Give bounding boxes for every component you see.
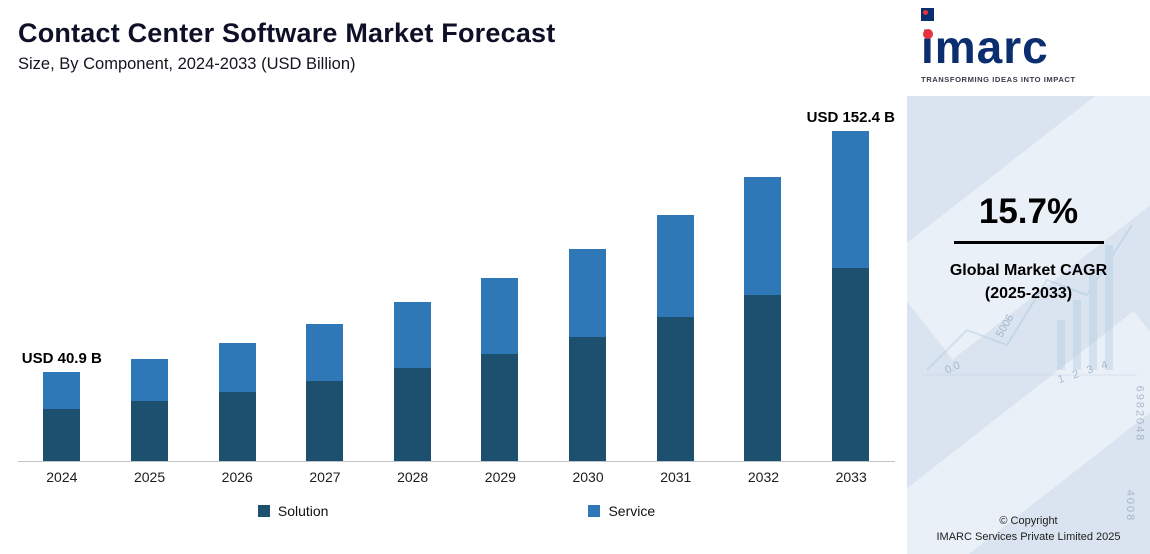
x-label-2026: 2026	[221, 469, 253, 485]
x-label-2031: 2031	[660, 469, 692, 485]
decorative-number: 6982048	[1133, 385, 1146, 443]
bar-column-2031	[631, 215, 719, 461]
x-label-2032: 2032	[747, 469, 780, 485]
solution-segment-2025	[130, 401, 168, 461]
bar-stack-2031	[656, 215, 694, 461]
imarc-logo-red-dot-icon	[923, 29, 933, 39]
sidebar: 0.0 1 2 3 4 5006 6982048 4008 imarc TRAN…	[907, 0, 1150, 554]
bars-area: USD 40.9 B USD 152.4 B	[18, 90, 895, 462]
service-segment-2032	[744, 177, 782, 295]
plot-area: USD 40.9 B USD 152.4 B 2024 2025 2026 2027 20…	[18, 90, 895, 485]
solution-segment-2032	[744, 295, 782, 461]
legend: Solution Service	[18, 503, 895, 519]
chart-subtitle: Size, By Component, 2024-2033 (USD Billi…	[18, 55, 356, 73]
bar-stack-2030	[569, 249, 607, 461]
solution-segment-2029	[481, 354, 519, 461]
imarc-logo-mark-icon	[921, 8, 934, 21]
bar-column-2032	[719, 177, 807, 461]
imarc-logo-card: imarc TRANSFORMING IDEAS INTO IMPACT	[907, 0, 1150, 96]
solution-segment-2028	[393, 368, 431, 461]
bar-stack-2026	[218, 343, 256, 461]
bar-stack-2032	[744, 177, 782, 461]
bar-column-2027	[281, 324, 369, 461]
imarc-logo-text: imarc	[921, 21, 1049, 73]
imarc-logo: imarc	[921, 24, 1049, 70]
solution-segment-2033	[832, 268, 870, 461]
service-segment-2028	[393, 302, 431, 368]
x-label-2024: 2024	[46, 469, 78, 485]
chart-panel: Contact Center Software Market Forecast …	[18, 18, 895, 519]
legend-item-service: Service	[588, 503, 655, 519]
legend-label-service: Service	[608, 503, 656, 519]
service-segment-2030	[569, 249, 607, 337]
bar-stack-2033	[832, 131, 870, 461]
copyright-line1: © Copyright	[999, 515, 1058, 528]
legend-label-solution: Solution	[277, 503, 329, 519]
service-segment-2031	[656, 215, 694, 317]
cagr-label-line1: Global Market CAGR	[949, 262, 1108, 279]
service-segment-2025	[130, 359, 168, 401]
chart-title: Contact Center Software Market Forecast	[18, 18, 556, 48]
bar-column-2025	[106, 359, 194, 461]
bar-stack-2027	[306, 324, 344, 461]
service-segment-2026	[218, 343, 256, 392]
legend-item-solution: Solution	[257, 503, 329, 519]
service-segment-2033	[832, 131, 870, 268]
cagr-underline	[953, 241, 1104, 244]
bar-column-2029	[456, 278, 544, 461]
bar-annotation-2033: USD 152.4 B	[806, 109, 895, 126]
solution-segment-2031	[656, 317, 694, 461]
x-axis-labels: 2024 2025 2026 2027 2028 2029 2030 2031 2032 2033	[18, 462, 895, 485]
service-segment-2027	[306, 324, 344, 381]
x-label-2028: 2028	[397, 469, 429, 485]
x-label-2033: 2033	[835, 469, 867, 485]
bar-column-2030	[544, 249, 632, 461]
solution-segment-2024	[43, 409, 81, 461]
bar-column-2024: USD 40.9 B	[18, 350, 106, 461]
copyright: © Copyright IMARC Services Private Limit…	[907, 514, 1150, 546]
bar-stack-2028	[393, 302, 431, 461]
bar-column-2026	[193, 343, 281, 461]
service-segment-2029	[481, 278, 519, 354]
imarc-tagline: TRANSFORMING IDEAS INTO IMPACT	[921, 75, 1076, 84]
decorative-chart-graphic	[922, 224, 1137, 376]
x-label-2027: 2027	[309, 469, 341, 485]
cagr-value: 15.7%	[978, 192, 1079, 231]
bar-annotation-2024: USD 40.9 B	[21, 350, 102, 367]
solution-segment-2027	[306, 381, 344, 461]
cagr-label-line2: (2025-2033)	[984, 285, 1073, 303]
x-label-2029: 2029	[484, 469, 516, 485]
bar-column-2033: USD 152.4 B	[807, 109, 895, 461]
service-segment-2024	[43, 372, 81, 409]
legend-swatch-service	[588, 505, 601, 517]
bar-stack-2025	[130, 359, 168, 461]
bar-stack-2024	[43, 372, 81, 461]
cagr-block: 15.7% Global Market CAGR (2025-2033)	[907, 192, 1150, 305]
solution-segment-2026	[218, 392, 256, 461]
x-label-2025: 2025	[133, 469, 166, 485]
legend-swatch-solution	[257, 505, 270, 517]
bar-column-2028	[369, 302, 457, 461]
bar-stack-2029	[481, 278, 519, 461]
x-label-2030: 2030	[572, 469, 604, 485]
solution-segment-2030	[569, 337, 607, 461]
copyright-line2: IMARC Services Private Limited 2025	[936, 531, 1121, 544]
